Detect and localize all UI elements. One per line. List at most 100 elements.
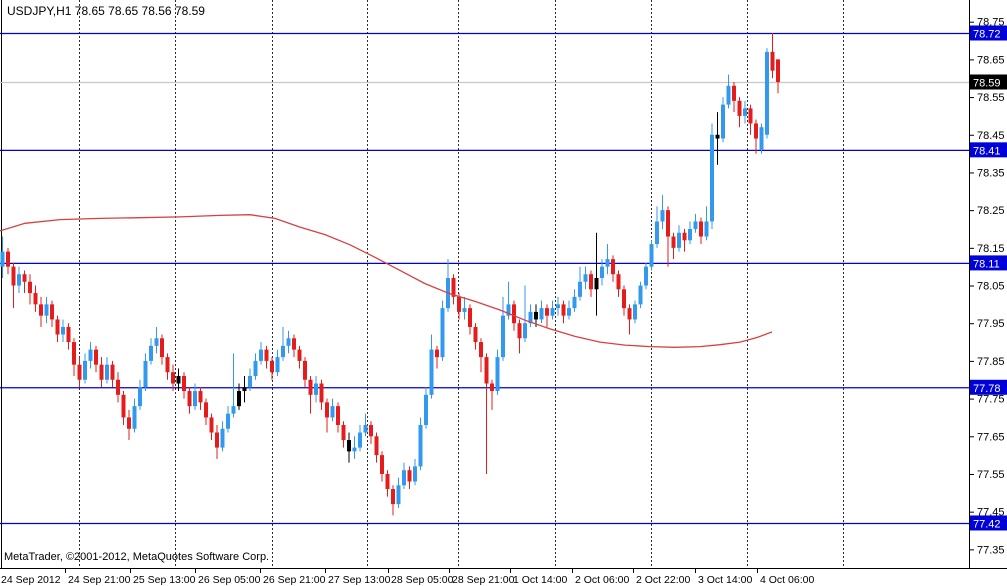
candle-body xyxy=(28,281,32,294)
candle-body xyxy=(253,360,258,376)
candle-body xyxy=(281,345,285,358)
price-axis-label: 78.25 xyxy=(977,205,1005,217)
candle-body xyxy=(347,440,351,452)
candle-body xyxy=(682,232,687,241)
candle-body xyxy=(517,323,522,339)
candle-body xyxy=(352,447,357,452)
candle-body xyxy=(66,326,71,343)
candle-body xyxy=(275,357,280,373)
candle-body xyxy=(611,259,615,275)
candle-body xyxy=(490,383,494,392)
candle-body xyxy=(61,326,65,335)
candle-body xyxy=(215,432,219,448)
price-badge-label: 78.41 xyxy=(973,145,1001,157)
candle-body xyxy=(391,489,395,505)
price-axis-label: 78.65 xyxy=(977,54,1005,66)
candle-body xyxy=(292,338,296,350)
price-axis-label: 78.15 xyxy=(977,243,1005,255)
candle-body xyxy=(341,424,346,441)
candle-body xyxy=(693,221,698,229)
time-axis-label: 28 Sep 05:00 xyxy=(391,574,454,586)
candle-body xyxy=(501,315,505,358)
candle-body xyxy=(578,281,582,297)
candle-body xyxy=(176,375,181,384)
candle-body xyxy=(556,304,560,309)
chart-title-ohlc: USDJPY,H1 78.65 78.65 78.56 78.59 xyxy=(7,4,205,18)
candle-body xyxy=(319,383,324,403)
price-badge-label: 77.42 xyxy=(973,518,1001,530)
candle-body xyxy=(424,394,428,425)
candle-body xyxy=(127,417,131,429)
candle-body xyxy=(83,360,87,380)
candle-body xyxy=(770,51,775,71)
price-axis-label: 78.35 xyxy=(977,167,1005,179)
candle-body xyxy=(539,308,544,320)
candle-body xyxy=(688,228,692,241)
price-badge xyxy=(970,515,1007,531)
candle-body xyxy=(616,274,621,290)
time-axis-label: 24 Sep 2012 xyxy=(1,574,61,586)
candle-body xyxy=(512,304,516,324)
candle-body xyxy=(308,379,313,395)
candle-body xyxy=(121,394,126,418)
candle-body xyxy=(468,308,472,327)
candle-body xyxy=(330,406,335,418)
candle-body xyxy=(369,424,373,437)
candle-body xyxy=(226,413,230,429)
candle-body xyxy=(154,338,159,346)
candle-body xyxy=(506,304,511,316)
candles-layer xyxy=(0,33,780,516)
candle-body xyxy=(589,274,593,290)
candle-body xyxy=(209,417,214,433)
candle-body xyxy=(72,342,76,365)
candle-body xyxy=(418,424,423,467)
price-axis-label: 78.55 xyxy=(977,92,1005,104)
candle-body xyxy=(88,349,93,361)
candle-body xyxy=(17,274,21,286)
candle-body xyxy=(545,308,549,316)
candle-body xyxy=(6,251,10,267)
candle-body xyxy=(385,473,390,490)
time-axis-label: 26 Sep 21:00 xyxy=(263,574,326,586)
candle-body xyxy=(242,387,247,392)
time-axis-label: 2 Oct 22:00 xyxy=(636,574,690,586)
candle-body xyxy=(220,428,225,448)
candle-body xyxy=(671,236,676,248)
candle-body xyxy=(765,51,769,135)
candle-body xyxy=(171,372,175,384)
candle-body xyxy=(644,266,648,286)
candle-body xyxy=(605,259,610,267)
candle-body xyxy=(380,455,384,474)
candle-body xyxy=(523,323,527,339)
candle-body xyxy=(182,375,186,392)
price-badge xyxy=(970,142,1007,158)
candle-body xyxy=(638,285,643,305)
candle-body xyxy=(0,251,5,267)
candle-body xyxy=(655,221,659,245)
price-axis-label: 77.65 xyxy=(977,431,1005,443)
price-badge xyxy=(970,379,1007,395)
candle-body xyxy=(105,364,109,380)
price-axis-label: 78.05 xyxy=(977,281,1005,293)
candle-body xyxy=(413,466,417,482)
price-axis-label: 77.75 xyxy=(977,394,1005,406)
candle-body xyxy=(479,342,483,358)
chart-plot-area[interactable] xyxy=(0,0,969,568)
candle-body xyxy=(600,266,604,278)
candle-body xyxy=(325,402,329,418)
candle-body xyxy=(572,296,577,309)
candle-body xyxy=(286,338,291,346)
candle-body xyxy=(314,383,318,395)
candle-body xyxy=(264,349,269,361)
candle-body xyxy=(732,85,736,101)
candle-body xyxy=(77,364,82,380)
candle-body xyxy=(473,326,478,343)
candle-body xyxy=(99,364,104,380)
candle-body xyxy=(534,311,538,320)
candle-body xyxy=(594,277,599,290)
candle-body xyxy=(715,134,720,139)
candle-body xyxy=(402,470,406,486)
candle-body xyxy=(710,134,714,222)
price-badge xyxy=(970,74,1007,90)
